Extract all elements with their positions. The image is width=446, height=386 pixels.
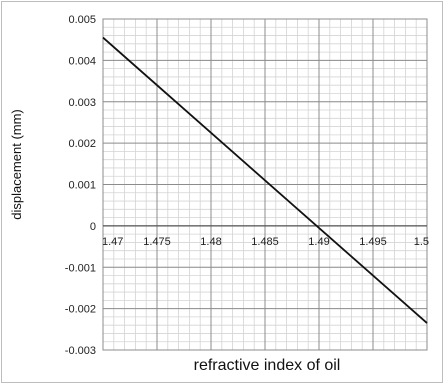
x-tick-label: 1.495 [359, 236, 387, 248]
x-tick-labels: 1.47 1.475 1.48 1.485 1.49 1.495 1.5 [102, 236, 429, 248]
y-tick-label: -0.002 [65, 304, 96, 316]
x-tick-label: 1.49 [308, 236, 329, 248]
x-tick-label: 1.485 [251, 236, 279, 248]
y-tick-label: -0.003 [65, 345, 96, 357]
y-tick-label: 0.003 [68, 97, 96, 109]
y-tick-label: 0 [90, 221, 96, 233]
x-tick-label: 1.5 [414, 236, 429, 248]
y-tick-label: 0.001 [68, 180, 96, 192]
y-tick-labels: 0.005 0.004 0.003 0.002 0.001 0 -0.001 -0.002 -0… [65, 14, 96, 357]
y-tick-label: 0.002 [68, 138, 96, 150]
y-tick-label: 0.004 [68, 55, 96, 67]
y-axis-title: displacement (mm) [9, 109, 24, 220]
x-axis-title: refractive index of oil [194, 357, 341, 374]
series-line [102, 36, 428, 324]
y-tick-label: 0.005 [68, 14, 96, 26]
x-tick-label: 1.48 [200, 236, 221, 248]
y-tick-label: -0.001 [65, 262, 96, 274]
x-tick-label: 1.475 [143, 236, 171, 248]
x-tick-label: 1.47 [102, 236, 123, 248]
plot-area-border [102, 18, 428, 351]
